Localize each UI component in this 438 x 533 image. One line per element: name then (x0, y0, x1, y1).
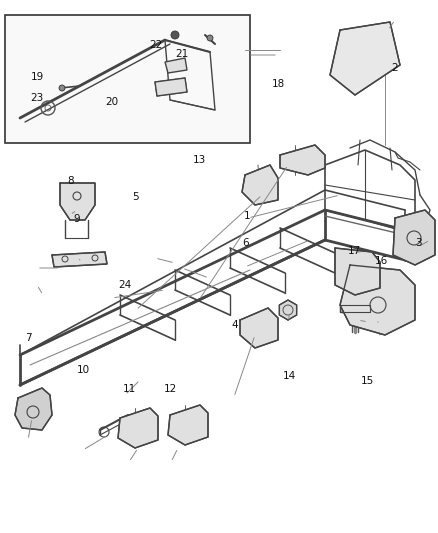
Polygon shape (340, 265, 415, 335)
Text: 20: 20 (105, 98, 118, 107)
Text: 11: 11 (123, 384, 136, 394)
Text: 4: 4 (231, 320, 238, 330)
Text: 8: 8 (67, 176, 74, 186)
Polygon shape (240, 308, 278, 348)
Text: 2: 2 (391, 63, 398, 73)
Text: 6: 6 (242, 238, 249, 247)
Polygon shape (15, 388, 52, 430)
Circle shape (59, 85, 65, 91)
Text: 15: 15 (361, 376, 374, 386)
Polygon shape (279, 300, 297, 320)
Text: 9: 9 (73, 214, 80, 223)
Text: 1: 1 (244, 211, 251, 221)
Text: 12: 12 (164, 384, 177, 394)
Polygon shape (155, 78, 187, 96)
Polygon shape (118, 408, 158, 448)
Text: 21: 21 (175, 50, 188, 59)
Polygon shape (335, 248, 380, 295)
Text: 19: 19 (31, 72, 44, 82)
Text: 23: 23 (31, 93, 44, 103)
Text: 10: 10 (77, 366, 90, 375)
Text: 22: 22 (149, 40, 162, 50)
Polygon shape (393, 210, 435, 265)
Polygon shape (330, 22, 400, 95)
Text: 13: 13 (193, 155, 206, 165)
Polygon shape (168, 405, 208, 445)
Text: 3: 3 (415, 238, 422, 247)
Circle shape (207, 35, 213, 41)
Text: 24: 24 (118, 280, 131, 290)
Bar (5, 15, 250, 143)
Text: 14: 14 (283, 371, 296, 381)
Text: 7: 7 (25, 334, 32, 343)
Text: 16: 16 (374, 256, 388, 266)
Text: 17: 17 (348, 246, 361, 255)
Polygon shape (52, 252, 107, 267)
Polygon shape (165, 58, 187, 73)
Polygon shape (280, 145, 325, 175)
Polygon shape (340, 305, 370, 312)
Polygon shape (242, 165, 278, 205)
Text: 5: 5 (132, 192, 139, 202)
Text: 18: 18 (272, 79, 285, 88)
Polygon shape (60, 183, 95, 220)
Circle shape (171, 31, 179, 39)
